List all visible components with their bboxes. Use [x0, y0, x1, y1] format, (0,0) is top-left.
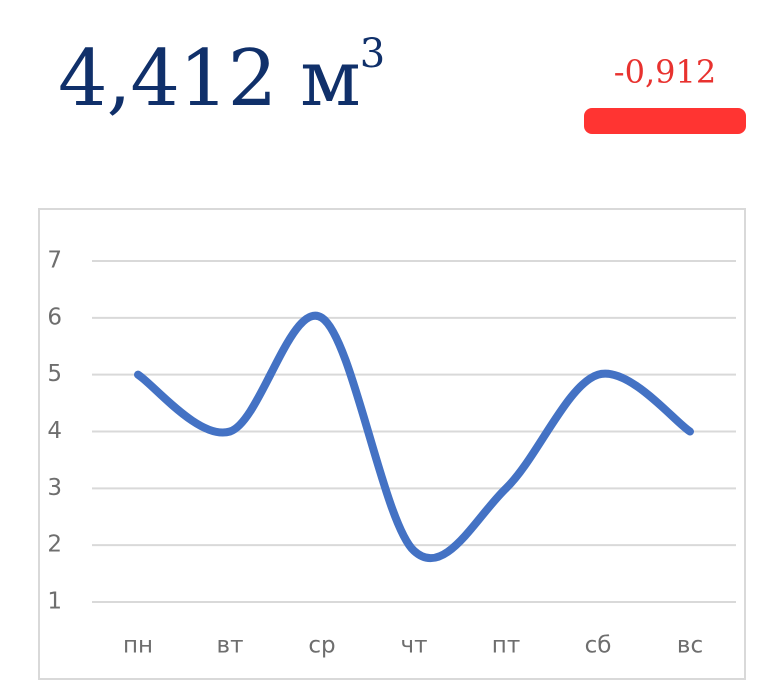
x-tick-label: сб — [585, 633, 612, 659]
gridlines — [92, 260, 736, 603]
chart-frame — [38, 208, 746, 680]
y-tick-label: 4 — [47, 418, 62, 444]
x-tick-label: пт — [492, 633, 520, 659]
x-axis-ticks: пн вт ср чт пт сб вс — [123, 633, 703, 659]
delta-value: -0,912 — [613, 53, 717, 91]
metric-unit: м — [300, 34, 361, 124]
y-tick-label: 7 — [47, 248, 62, 274]
metric-unit-exponent: 3 — [359, 31, 385, 77]
y-tick-label: 1 — [47, 589, 62, 615]
x-tick-label: вс — [677, 633, 703, 659]
y-tick-label: 2 — [47, 532, 62, 558]
y-tick-label: 5 — [47, 361, 62, 387]
delta-bar — [584, 108, 746, 134]
x-tick-label: чт — [401, 633, 428, 659]
y-axis-ticks: 1 2 3 4 5 6 7 — [47, 248, 62, 615]
x-tick-label: ср — [308, 633, 335, 659]
series-line — [134, 311, 694, 563]
y-tick-label: 6 — [47, 304, 62, 330]
x-tick-label: пн — [123, 633, 153, 659]
x-tick-label: вт — [217, 633, 244, 659]
metric-number: 4,412 — [58, 34, 277, 124]
metric-value: 4,412 м3 — [58, 34, 385, 118]
y-tick-label: 3 — [47, 475, 62, 501]
series-group — [134, 311, 694, 563]
